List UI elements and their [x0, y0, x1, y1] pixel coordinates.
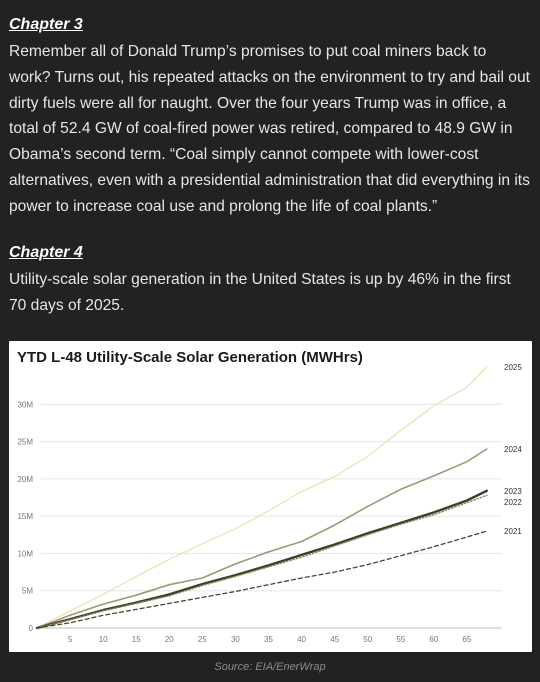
- y-tick-label: 15M: [17, 512, 33, 521]
- y-tick-label: 10M: [17, 549, 33, 558]
- x-tick-label: 60: [429, 635, 438, 644]
- chapter-4-section: Chapter 4 Utility-scale solar generation…: [9, 243, 532, 319]
- source-credit: Source: EIA/EnerWrap: [214, 661, 326, 673]
- chapter-4-body: Utility-scale solar generation in the Un…: [9, 271, 511, 314]
- x-tick-label: 40: [297, 635, 306, 644]
- x-tick-label: 10: [99, 635, 108, 644]
- series-label-2025: 2025: [504, 363, 522, 372]
- series-label-2022: 2022: [504, 498, 522, 507]
- x-tick-label: 50: [363, 635, 372, 644]
- x-tick-label: 25: [198, 635, 207, 644]
- series-label-2024: 2024: [504, 445, 522, 454]
- chart-title: YTD L-48 Utility-Scale Solar Generation …: [17, 349, 363, 366]
- x-tick-label: 30: [231, 635, 240, 644]
- x-tick-label: 15: [132, 635, 141, 644]
- x-tick-label: 45: [330, 635, 339, 644]
- series-label-2021: 2021: [504, 527, 522, 536]
- series-label-2023: 2023: [504, 487, 522, 496]
- y-tick-label: 0: [29, 624, 34, 633]
- x-tick-label: 5: [68, 635, 73, 644]
- y-tick-label: 20M: [17, 475, 33, 484]
- x-tick-label: 55: [396, 635, 405, 644]
- x-tick-label: 35: [264, 635, 273, 644]
- solar-generation-chart: YTD L-48 Utility-Scale Solar Generation …: [9, 341, 532, 652]
- chapter-4-title[interactable]: Chapter 4: [9, 244, 83, 261]
- chapter-3-section: Chapter 3 Remember all of Donald Trump’s…: [9, 15, 532, 220]
- chapter-3-body: Remember all of Donald Trump’s promises …: [9, 43, 530, 215]
- x-tick-label: 20: [165, 635, 174, 644]
- series-line-2022: [36, 494, 488, 629]
- chapter-3-title[interactable]: Chapter 3: [9, 16, 83, 33]
- series-line-2024: [36, 448, 488, 629]
- series-line-2023: [35, 489, 488, 630]
- y-tick-label: 5M: [22, 587, 33, 596]
- series-line-2021: [36, 530, 488, 629]
- series-line-2025: [36, 366, 488, 629]
- x-tick-label: 65: [462, 635, 471, 644]
- y-tick-label: 25M: [17, 438, 33, 447]
- y-tick-label: 30M: [17, 400, 33, 409]
